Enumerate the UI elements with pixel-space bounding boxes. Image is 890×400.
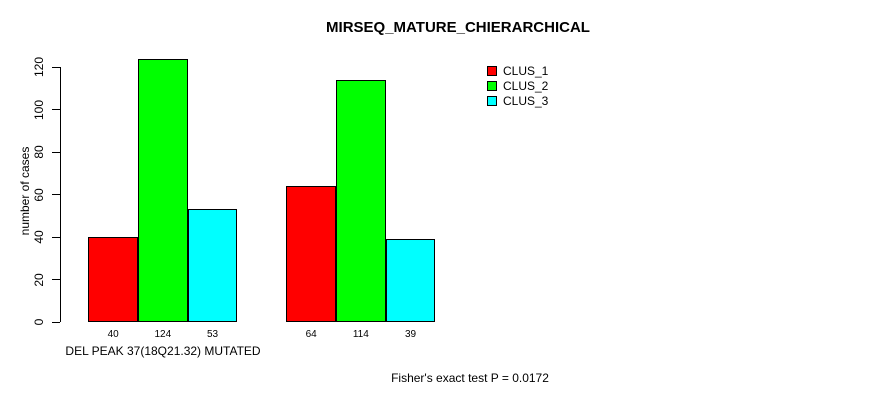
y-axis-line bbox=[60, 67, 61, 322]
legend-item-clus_1: CLUS_1 bbox=[487, 63, 548, 78]
y-axis-tick bbox=[52, 194, 60, 195]
legend-label: CLUS_1 bbox=[503, 63, 549, 78]
y-axis-tick-label: 120 bbox=[32, 56, 46, 78]
bar-clus_2-group-1 bbox=[138, 58, 188, 322]
legend-swatch-clus_1 bbox=[487, 65, 497, 76]
bar-clus_1-group-1 bbox=[88, 237, 138, 322]
y-axis-tick-label: 60 bbox=[32, 187, 46, 202]
y-axis-tick-label: 80 bbox=[32, 145, 46, 159]
legend-label: CLUS_2 bbox=[503, 78, 549, 93]
bar-value-label: 124 bbox=[154, 329, 172, 340]
y-axis-tick-label: 20 bbox=[32, 272, 46, 287]
x-axis-group-label: DEL PEAK 37(18Q21.32) MUTATED bbox=[65, 344, 261, 358]
bar-clus_3-group-2 bbox=[385, 239, 436, 322]
y-axis-tick-label: 0 bbox=[32, 318, 46, 326]
annotation-fisher-test: Fisher's exact test P = 0.0172 bbox=[391, 371, 549, 385]
y-axis-tick bbox=[52, 109, 60, 110]
y-axis-tick bbox=[52, 321, 60, 323]
y-axis-tick bbox=[52, 279, 60, 280]
bar-value-label: 53 bbox=[206, 329, 219, 340]
legend-label: CLUS_3 bbox=[503, 93, 549, 108]
chart-title: MIRSEQ_MATURE_CHIERARCHICAL bbox=[326, 19, 590, 36]
y-axis-tick-label: 40 bbox=[32, 230, 46, 244]
y-axis-tick bbox=[52, 66, 60, 68]
bar-value-label: 114 bbox=[352, 329, 369, 340]
legend-item-clus_2: CLUS_2 bbox=[487, 78, 548, 93]
legend-swatch-clus_3 bbox=[487, 95, 497, 106]
bar-value-label: 64 bbox=[305, 329, 317, 340]
legend-swatch-clus_2 bbox=[487, 80, 497, 91]
legend-item-clus_3: CLUS_3 bbox=[487, 93, 548, 108]
y-axis-tick bbox=[52, 151, 60, 153]
legend: CLUS_1 CLUS_2 CLUS_3 bbox=[487, 63, 548, 108]
bar-value-label: 39 bbox=[404, 329, 417, 340]
y-axis-tick-label: 100 bbox=[32, 99, 46, 120]
y-axis-tick bbox=[52, 236, 60, 238]
y-axis-title: number of cases bbox=[18, 146, 32, 236]
bar-clus_3-group-1 bbox=[187, 209, 238, 322]
bar-clus_2-group-2 bbox=[336, 79, 386, 322]
bar-clus_1-group-2 bbox=[286, 186, 336, 322]
bar-value-label: 40 bbox=[107, 329, 119, 340]
